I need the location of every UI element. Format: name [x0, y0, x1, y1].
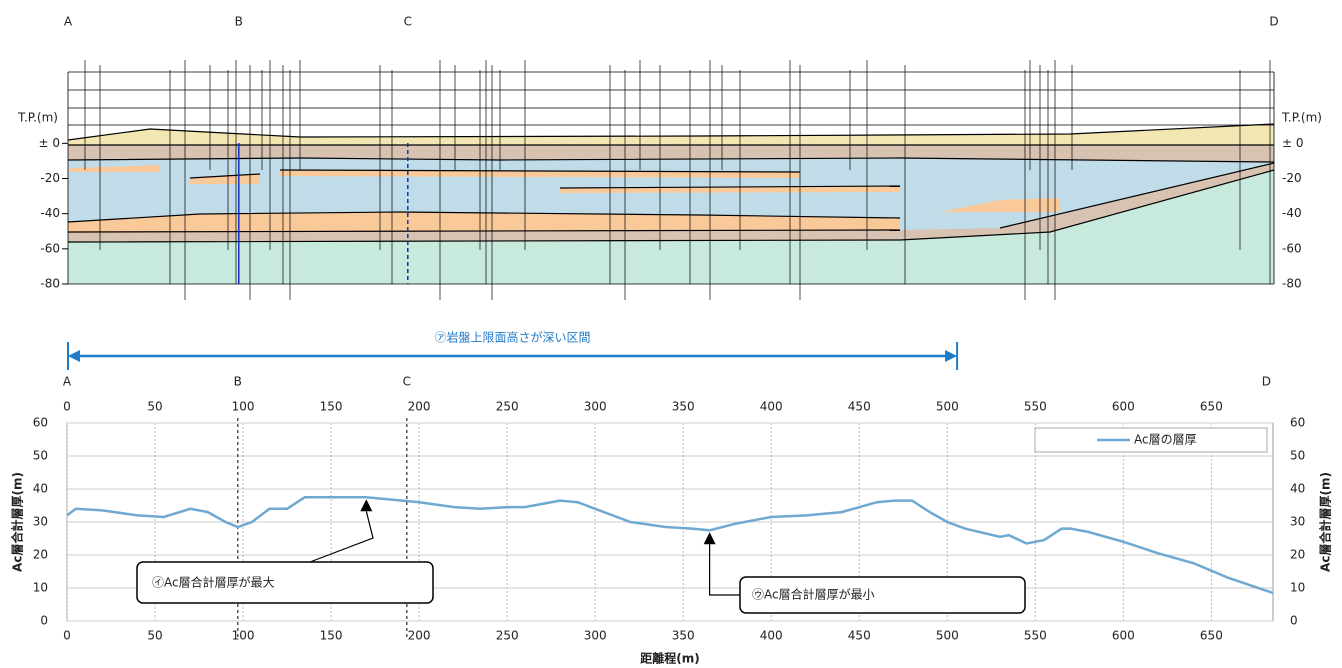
section-marker: D — [1269, 15, 1278, 29]
y-tick-label: -40 — [40, 206, 60, 220]
section-marker: D — [1262, 375, 1271, 389]
y-tick-label: -60 — [1282, 241, 1302, 255]
x-tick-label: 250 — [496, 400, 519, 414]
y-tick-label: 0 — [1290, 614, 1298, 628]
section-marker: A — [63, 375, 72, 389]
x-tick-label: 550 — [1024, 629, 1047, 643]
y-tick-label: 20 — [1290, 548, 1305, 562]
x-tick-label: 450 — [848, 629, 871, 643]
y-axis-label: Ac層合計層厚(m) — [1318, 472, 1333, 572]
y-axis-label: T.P.(m) — [17, 111, 58, 125]
y-axis-label: Ac層合計層厚(m) — [10, 472, 25, 572]
y-axis-label: T.P.(m) — [1281, 111, 1322, 125]
y-tick-label: 30 — [33, 515, 48, 529]
x-tick-label: 350 — [672, 629, 695, 643]
x-tick-label: 350 — [672, 400, 695, 414]
x-tick-label: 300 — [584, 629, 607, 643]
x-tick-label: 650 — [1200, 629, 1223, 643]
x-tick-label: 450 — [848, 400, 871, 414]
x-tick-label: 100 — [232, 400, 255, 414]
section-marker: A — [64, 15, 73, 29]
callout-line — [310, 511, 373, 562]
y-tick-label: -80 — [40, 277, 60, 291]
y-tick-label: 60 — [33, 416, 48, 430]
x-tick-label: 150 — [320, 629, 343, 643]
callout-text: ㋒Ac層合計層厚が最小 — [752, 587, 875, 602]
section-geology — [68, 60, 1274, 300]
y-tick-label: -40 — [1282, 206, 1302, 220]
x-tick-label: 650 — [1200, 400, 1223, 414]
y-tick-label: -60 — [40, 241, 60, 255]
x-tick-label: 300 — [584, 400, 607, 414]
page: T.P.(m) T.P.(m) ± 0 ± 0 -20 -20 -40 -40 -60 -60 -8… — [0, 0, 1342, 668]
y-tick-label: ± 0 — [38, 136, 60, 150]
y-tick-label: -20 — [1282, 171, 1302, 185]
x-tick-label: 400 — [760, 400, 783, 414]
x-tick-label: 600 — [1112, 400, 1135, 414]
x-tick-label: 200 — [408, 400, 431, 414]
section-marker: C — [403, 375, 411, 389]
x-tick-label: 550 — [1024, 400, 1047, 414]
y-tick-label: 0 — [40, 614, 48, 628]
section-marker: B — [235, 15, 243, 29]
y-tick-label: 30 — [1290, 515, 1305, 529]
y-tick-label: 40 — [33, 482, 48, 496]
y-tick-label: 20 — [33, 548, 48, 562]
y-tick-label: 50 — [1290, 449, 1305, 463]
arrow-head — [945, 350, 957, 362]
x-tick-label: 200 — [408, 629, 431, 643]
x-tick-label: 150 — [320, 400, 343, 414]
x-tick-label: 0 — [63, 629, 71, 643]
y-tick-label: 40 — [1290, 482, 1305, 496]
callout-text: ㋑Ac層合計層厚が最大 — [152, 575, 275, 590]
y-tick-label: 10 — [33, 581, 48, 595]
y-tick-label: 10 — [1290, 581, 1305, 595]
x-tick-label: 400 — [760, 629, 783, 643]
y-tick-label: ± 0 — [1282, 136, 1304, 150]
section-marker: B — [234, 375, 242, 389]
x-tick-label: 500 — [936, 629, 959, 643]
x-tick-label: 50 — [147, 400, 162, 414]
callout-line — [710, 544, 740, 595]
x-axis-label: 距離程(m) — [640, 651, 699, 666]
x-tick-label: 500 — [936, 400, 959, 414]
y-tick-label: 60 — [1290, 416, 1305, 430]
arrow-head — [68, 350, 80, 362]
y-tick-label: -20 — [40, 171, 60, 185]
x-tick-label: 0 — [63, 400, 71, 414]
section-marker: C — [404, 15, 412, 29]
callout-arrow — [360, 499, 372, 511]
x-tick-label: 600 — [1112, 629, 1135, 643]
y-tick-label: 50 — [33, 449, 48, 463]
x-tick-label: 50 — [147, 629, 162, 643]
legend-label: Ac層の層厚 — [1134, 433, 1197, 447]
span-label: ㋐岩盤上限面高さが深い区間 — [435, 330, 591, 345]
y-tick-label: -80 — [1282, 277, 1302, 291]
x-tick-label: 100 — [232, 629, 255, 643]
x-tick-label: 250 — [496, 629, 519, 643]
callout-arrow — [704, 532, 716, 544]
